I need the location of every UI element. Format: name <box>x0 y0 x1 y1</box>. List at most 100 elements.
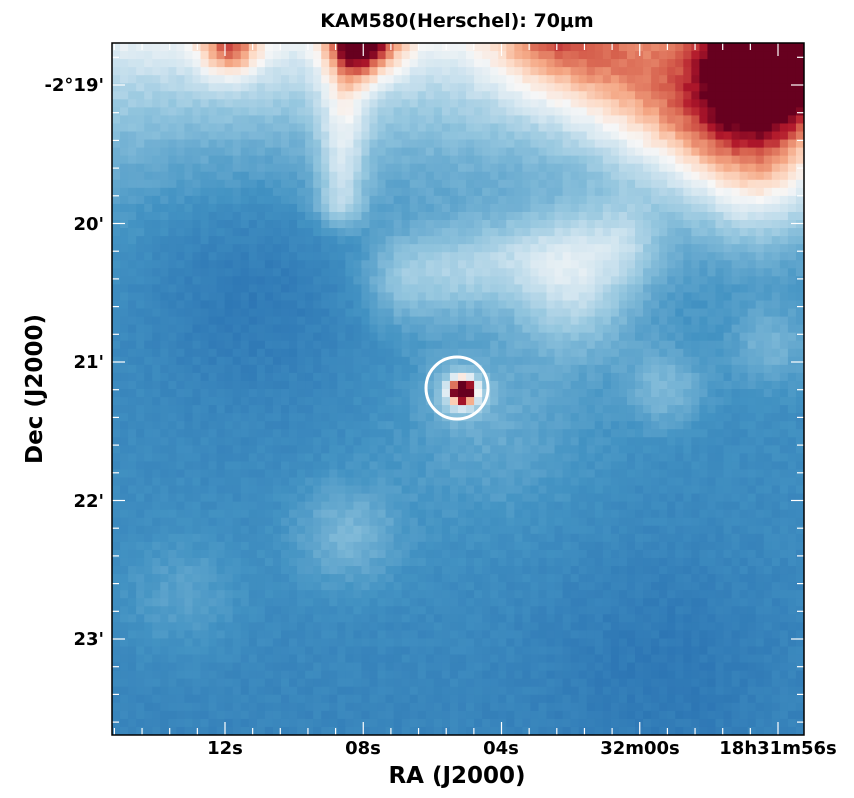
heatmap-cell <box>699 43 708 52</box>
heatmap-cell <box>402 260 411 269</box>
heatmap-cell <box>225 172 234 181</box>
heatmap-cell <box>184 421 193 430</box>
heatmap-cell <box>732 461 741 470</box>
heatmap-cell <box>361 469 370 478</box>
heatmap-cell <box>305 75 314 84</box>
heatmap-cell <box>635 325 644 334</box>
heatmap-cell <box>249 365 258 374</box>
heatmap-cell <box>442 107 451 116</box>
heatmap-cell <box>249 107 258 116</box>
heatmap-cell <box>361 413 370 422</box>
heatmap-cell <box>289 140 298 149</box>
heatmap-cell <box>233 300 242 309</box>
heatmap-cell <box>321 341 330 350</box>
heatmap-cell <box>273 236 282 245</box>
heatmap-cell <box>402 421 411 430</box>
heatmap-cell <box>530 292 539 301</box>
heatmap-cell <box>233 341 242 350</box>
heatmap-cell <box>329 349 338 358</box>
heatmap-cell <box>691 300 700 309</box>
heatmap-cell <box>233 453 242 462</box>
heatmap-cell <box>603 317 612 326</box>
heatmap-cell <box>112 67 121 76</box>
heatmap-cell <box>659 156 668 165</box>
heatmap-cell <box>386 204 395 213</box>
heatmap-cell <box>643 461 652 470</box>
heatmap-cell <box>201 389 210 398</box>
heatmap-cell <box>426 83 435 92</box>
heatmap-cell <box>378 397 387 406</box>
heatmap-cell <box>522 494 531 503</box>
heatmap-cell <box>378 204 387 213</box>
heatmap-cell <box>160 180 169 189</box>
heatmap-cell <box>619 164 628 173</box>
heatmap-cell <box>611 260 620 269</box>
heatmap-cell <box>386 260 395 269</box>
heatmap-cell <box>627 268 636 277</box>
heatmap-cell <box>402 292 411 301</box>
heatmap-cell <box>361 148 370 157</box>
heatmap-cell <box>321 123 330 132</box>
heatmap-cell <box>176 91 185 100</box>
heatmap-cell <box>281 373 290 382</box>
heatmap-cell <box>788 333 797 342</box>
heatmap-cell <box>281 180 290 189</box>
heatmap-cell <box>305 91 314 100</box>
heatmap-cell <box>313 317 322 326</box>
heatmap-cell <box>273 292 282 301</box>
heatmap-cell <box>369 300 378 309</box>
heatmap-cell <box>168 123 177 132</box>
heatmap-cell <box>643 260 652 269</box>
heatmap-cell <box>603 325 612 334</box>
heatmap-cell <box>394 99 403 108</box>
heatmap-cell <box>587 236 596 245</box>
heatmap-cell <box>490 333 499 342</box>
heatmap-cell <box>611 341 620 350</box>
heatmap-cell <box>732 429 741 438</box>
heatmap-cell <box>691 220 700 229</box>
heatmap-cell <box>522 486 531 495</box>
heatmap-cell <box>732 478 741 487</box>
heatmap-cell <box>426 164 435 173</box>
heatmap-cell <box>724 478 733 487</box>
heatmap-cell <box>740 445 749 454</box>
heatmap-cell <box>482 325 491 334</box>
heatmap-cell <box>627 132 636 141</box>
heatmap-cell <box>724 349 733 358</box>
heatmap-cell <box>144 453 153 462</box>
heatmap-cell <box>402 429 411 438</box>
heatmap-cell <box>764 188 773 197</box>
heatmap-cell <box>128 67 137 76</box>
heatmap-cell <box>386 148 395 157</box>
heatmap-cell <box>201 67 210 76</box>
heatmap-cell <box>635 333 644 342</box>
heatmap-cell <box>144 381 153 390</box>
heatmap-cell <box>643 333 652 342</box>
heatmap-cell <box>595 123 604 132</box>
heatmap-cell <box>434 309 443 318</box>
heatmap-cell <box>490 325 499 334</box>
heatmap-cell <box>732 123 741 132</box>
heatmap-cell <box>418 91 427 100</box>
heatmap-cell <box>378 59 387 68</box>
heatmap-cell <box>321 91 330 100</box>
heatmap-cell <box>361 164 370 173</box>
heatmap-cell <box>434 494 443 503</box>
heatmap-cell <box>490 389 499 398</box>
heatmap-cell <box>442 469 451 478</box>
heatmap-cell <box>313 115 322 124</box>
heatmap-cell <box>442 333 451 342</box>
heatmap-cell <box>579 453 588 462</box>
heatmap-cell <box>659 381 668 390</box>
heatmap-cell <box>450 156 459 165</box>
heatmap-cell <box>772 236 781 245</box>
heatmap-cell <box>136 494 145 503</box>
heatmap-cell <box>780 413 789 422</box>
heatmap-cell <box>538 389 547 398</box>
heatmap-cell <box>571 244 580 253</box>
heatmap-cell <box>748 300 757 309</box>
heatmap-cell <box>740 75 749 84</box>
heatmap-cell <box>337 91 346 100</box>
heatmap-cell <box>233 260 242 269</box>
heatmap-cell <box>281 421 290 430</box>
